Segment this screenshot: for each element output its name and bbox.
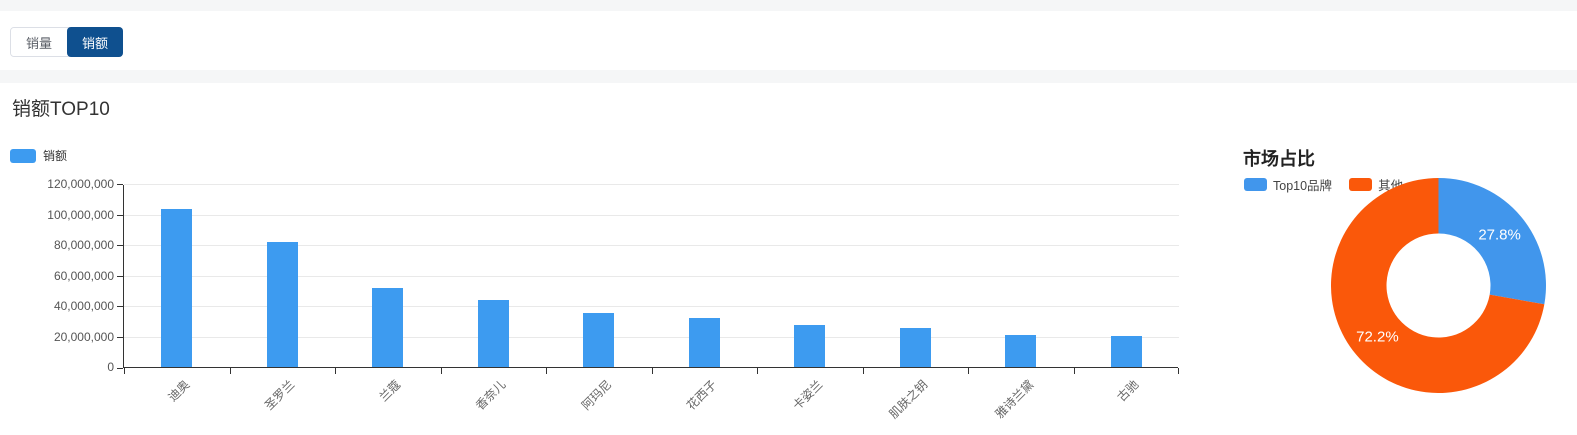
pie-legend: Top10品牌 其他: [1244, 175, 1420, 194]
bar-兰蔻[interactable]: [372, 288, 404, 367]
x-axis-tick: [124, 368, 125, 374]
chart-card: 销额TOP10 销额 0 20,000,000 40,000,000 60,000,0…: [0, 83, 1577, 435]
metric-toggle-group: 销量 销额: [10, 27, 124, 57]
legend-swatch: [1244, 178, 1267, 191]
pie-title: 市场占比: [1243, 149, 1315, 169]
x-axis-tick: [1178, 368, 1179, 374]
x-axis-tick: [651, 368, 653, 374]
bar-plot-area: 0 20,000,000 40,000,000 60,000,000 80,000,00…: [47, 177, 1179, 421]
bar-阿玛尼[interactable]: [583, 312, 615, 367]
y-axis-tick: [117, 336, 123, 338]
pie-slice-label: 27.8%: [1478, 226, 1521, 243]
bar-迪奥[interactable]: [161, 208, 193, 367]
toolbar: 销量 销额: [0, 11, 1577, 70]
gridline: [124, 245, 1179, 246]
y-axis-label: 40,000,000: [53, 299, 114, 313]
y-axis-label: 0: [107, 360, 114, 374]
y-axis-tick: [117, 306, 123, 307]
x-axis-tick: [757, 368, 758, 374]
pie-slice-label: 72.2%: [1356, 329, 1399, 346]
y-axis-tick: [117, 368, 123, 369]
x-axis-tick: [1073, 368, 1075, 374]
bar-古驰[interactable]: [1110, 335, 1142, 367]
pie-slice-1[interactable]: [1331, 178, 1545, 393]
gridline: [124, 184, 1179, 185]
gridline: [124, 275, 1179, 277]
x-axis-tick: [229, 368, 231, 374]
toggle-sales-amount-button[interactable]: 销额: [67, 27, 124, 57]
y-axis-tick: [117, 184, 123, 185]
x-axis-tick: [862, 368, 864, 374]
bar-chart-legend-item[interactable]: 销额: [10, 147, 67, 164]
bar-圣罗兰[interactable]: [266, 242, 298, 367]
gridline: [124, 306, 1179, 307]
pie-donut-chart: 27.8% 72.2%: [1331, 178, 1546, 393]
x-axis-tick: [546, 368, 547, 374]
y-axis-label: 80,000,000: [53, 238, 114, 252]
y-axis-tick: [117, 214, 123, 216]
y-axis-tick: [117, 275, 123, 277]
x-axis-label: 迪奥: [165, 377, 193, 405]
pie-legend-item-top10[interactable]: Top10品牌: [1244, 175, 1332, 194]
bar-肌肤之钥[interactable]: [899, 328, 931, 367]
y-axis-label: 100,000,000: [47, 207, 114, 222]
x-axis-tick: [335, 368, 336, 374]
y-axis-label: 120,000,000: [47, 177, 114, 191]
legend-swatch: [1349, 178, 1373, 191]
pie-slice-0[interactable]: [1438, 178, 1546, 305]
gridline: [124, 336, 1179, 338]
legend-label: 销额: [43, 149, 68, 163]
toggle-sales-volume-button[interactable]: 销量: [11, 28, 68, 56]
bar-花西子[interactable]: [688, 317, 720, 367]
y-axis-label: 20,000,000: [53, 329, 114, 344]
legend-swatch: [10, 148, 36, 163]
bar-雅诗兰黛[interactable]: [1005, 334, 1037, 367]
bar-卡姿兰[interactable]: [794, 325, 826, 367]
x-axis-tick: [968, 368, 969, 374]
y-axis-label: 60,000,000: [53, 268, 114, 283]
page-title: 销额TOP10: [12, 99, 110, 120]
x-axis-tick: [440, 368, 442, 374]
y-axis-tick: [117, 245, 123, 246]
legend-label: Top10品牌: [1273, 179, 1333, 193]
gridline: [124, 214, 1179, 216]
bar-香奈儿[interactable]: [477, 300, 509, 367]
